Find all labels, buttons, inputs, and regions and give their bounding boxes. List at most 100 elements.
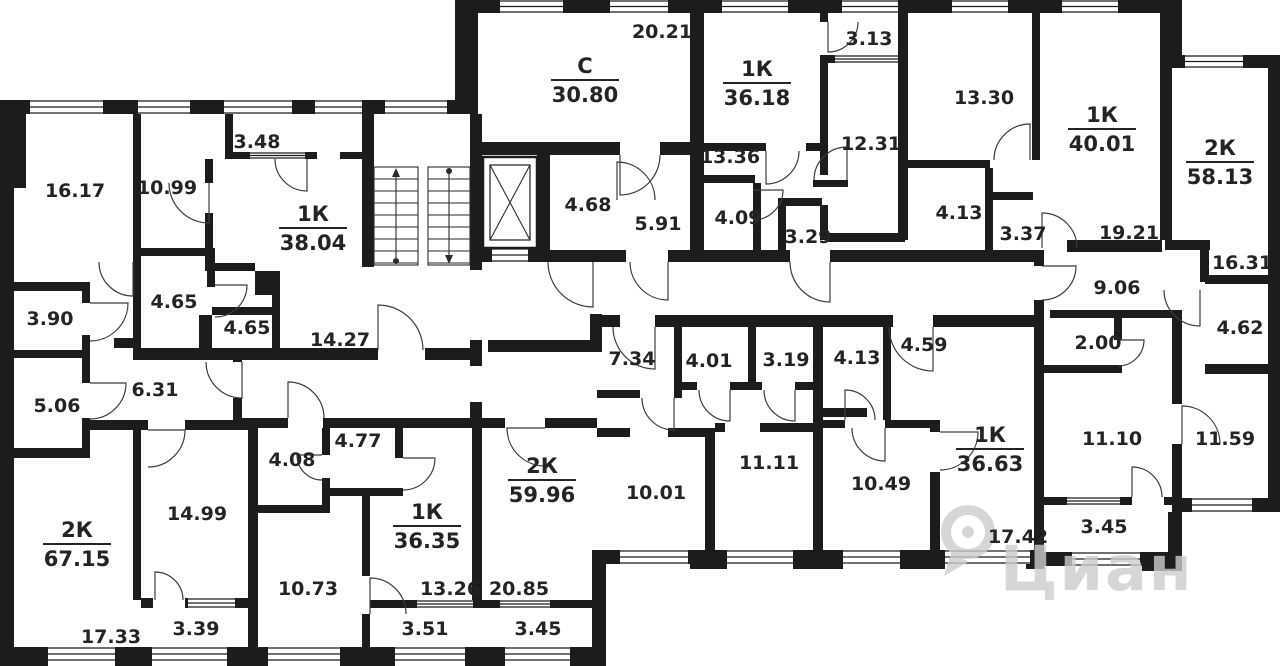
door-arc (1181, 405, 1221, 445)
door-arc (377, 304, 424, 351)
unit-area-label: 67.15 (44, 547, 110, 571)
room-area-label: 10.01 (626, 482, 686, 504)
door-arc (1041, 212, 1078, 249)
door-arc (619, 154, 661, 196)
room-area-label: 4.62 (1217, 317, 1264, 339)
wall-segment (322, 428, 330, 455)
door-arc (616, 161, 656, 201)
unit-type-label: 1К (297, 202, 329, 226)
wall-segment (778, 198, 822, 206)
room-area-label: 20.21 (632, 21, 692, 43)
unit-type-label: 1К (411, 500, 443, 524)
room-area-label: 3.37 (1000, 223, 1047, 245)
room-area-label: 10.73 (278, 578, 338, 600)
room-area-label: 3.90 (27, 308, 74, 330)
wall-segment (907, 160, 989, 168)
wall-segment (225, 114, 233, 158)
wall-segment (985, 160, 990, 168)
wall-segment (199, 315, 212, 351)
room-area-label: 3.19 (763, 349, 810, 371)
wall-segment (715, 423, 725, 432)
wall-segment (1205, 364, 1268, 374)
door-arc (89, 302, 129, 342)
wall-segment (1165, 240, 1210, 250)
room-area-label: 13.26 (420, 578, 480, 600)
watermark-pin-icon (941, 505, 995, 559)
wall-segment (362, 114, 374, 267)
wall-segment (993, 192, 1033, 200)
wall-segment (898, 12, 908, 240)
wall-segment (545, 418, 597, 428)
wall-segment (592, 550, 606, 666)
wall-segment (597, 428, 630, 437)
elevator-cross-icon (489, 164, 531, 241)
wall-segment (0, 100, 14, 666)
wall-segment (537, 142, 550, 262)
unit-type-label: 1К (741, 57, 773, 81)
wall-segment (233, 348, 242, 362)
door-arc (763, 389, 796, 422)
room-area-label: 3.45 (515, 618, 562, 640)
wall-segment (322, 478, 330, 505)
door-arc (888, 326, 934, 372)
wall-segment (883, 327, 891, 420)
stair-start-dot (393, 258, 399, 264)
door-arc (506, 427, 546, 467)
room-area-label: 20.85 (489, 578, 549, 600)
wall-segment (488, 340, 597, 352)
wall-segment (215, 263, 255, 271)
room-area-label: 4.77 (335, 430, 382, 452)
wall-segment (212, 307, 272, 315)
wall-segment (1026, 550, 1044, 569)
room-area-label: 4.01 (686, 350, 733, 372)
unit-type-label: 1К (1086, 103, 1118, 127)
wall-segment (477, 418, 505, 428)
wall-segment (933, 315, 1042, 327)
door-arc (993, 123, 1031, 161)
wall-segment (1032, 12, 1040, 160)
door-arc (698, 389, 731, 422)
wall-segment (82, 335, 90, 355)
room-area-label: 4.68 (565, 194, 612, 216)
wall-segment (340, 647, 395, 666)
cian-watermark: Циан (941, 505, 1192, 605)
door-arc (154, 571, 184, 601)
wall-segment (1142, 552, 1182, 571)
wall-segment (590, 314, 602, 352)
wall-segment (470, 142, 620, 155)
wall-segment (465, 647, 505, 666)
room-area-label: 3.29 (785, 226, 832, 248)
wall-segment (795, 382, 813, 390)
wall-segment (207, 256, 215, 287)
unit-type-label: С (577, 54, 592, 78)
door-arc (1117, 339, 1145, 367)
room-area-label: 11.11 (739, 452, 799, 474)
wall-segment (1034, 300, 1044, 550)
room-area-label: 4.65 (151, 291, 198, 313)
door-arc (851, 427, 886, 462)
room-area-label: 10.99 (137, 177, 197, 199)
wall-segment (472, 418, 482, 608)
watermark-pin-dot-icon (962, 526, 974, 538)
wall-segment (248, 418, 258, 654)
wall-segment (674, 315, 682, 398)
unit-area-label: 40.01 (1069, 132, 1135, 156)
wall-segment (272, 295, 280, 351)
wall-segment (813, 180, 848, 187)
watermark-pin-tail-icon (944, 550, 968, 576)
door-arc (168, 182, 210, 224)
room-area-label: 2.00 (1075, 332, 1122, 354)
wall-segment (185, 420, 250, 430)
room-area-label: 19.21 (1099, 222, 1159, 244)
door-arc (765, 150, 800, 185)
room-area-label: 10.49 (851, 473, 911, 495)
wall-segment (0, 647, 48, 666)
unit-type-label: 1К (974, 423, 1006, 447)
door-arc (214, 284, 248, 318)
door-arc (98, 261, 134, 297)
wall-segment (340, 152, 362, 159)
door-arc (1041, 265, 1077, 301)
wall-segment (470, 340, 482, 366)
wall-segment (1067, 240, 1162, 252)
wall-segment (1160, 12, 1172, 240)
